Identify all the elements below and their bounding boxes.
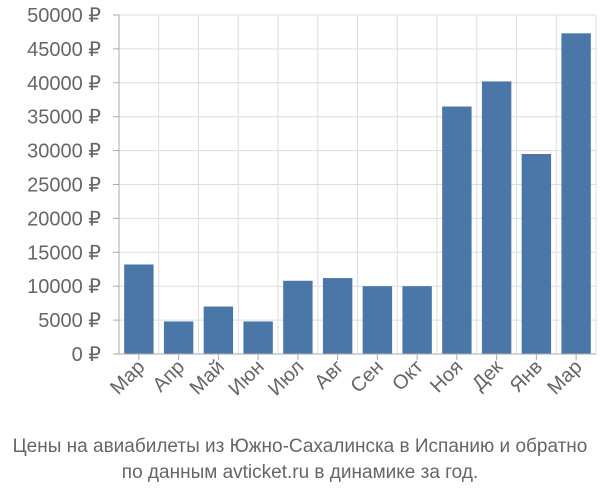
y-tick-label: 40000 ₽ xyxy=(27,73,101,95)
y-tick-label: 35000 ₽ xyxy=(27,107,101,129)
x-tick-label: Мар xyxy=(106,356,149,399)
x-tick-label: Авг xyxy=(310,356,348,394)
x-tick-label: Дек xyxy=(468,356,507,395)
bar xyxy=(521,153,552,354)
x-tick-label: Июн xyxy=(225,356,269,400)
bars xyxy=(124,33,591,354)
y-tick-label: 5000 ₽ xyxy=(38,310,101,332)
axes xyxy=(113,14,596,360)
bar xyxy=(203,306,234,354)
x-tick-label: Мар xyxy=(543,356,586,399)
x-tick-label: Апр xyxy=(149,356,190,397)
y-tick-label: 25000 ₽ xyxy=(27,175,101,197)
y-tick-label: 15000 ₽ xyxy=(27,242,101,264)
y-tick-label: 10000 ₽ xyxy=(27,276,101,298)
chart-caption-line-1: Цены на авиабилеты из Южно-Сахалинска в … xyxy=(12,436,588,457)
y-tick-labels: 0 ₽ 5000 ₽ 10000 ₽ 15000 ₽ 20000 ₽ 25000 ₽ 300… xyxy=(27,5,101,366)
bar xyxy=(362,286,393,354)
x-tick-label: Янв xyxy=(506,356,547,397)
bar-chart: 0 ₽ 5000 ₽ 10000 ₽ 15000 ₽ 20000 ₽ 25000 ₽ 300… xyxy=(27,5,597,400)
x-tick-label: Май xyxy=(186,356,229,399)
bar xyxy=(561,33,591,354)
y-tick-label: 30000 ₽ xyxy=(27,141,101,163)
bar xyxy=(283,280,313,354)
bar xyxy=(481,81,512,354)
y-tick-label: 45000 ₽ xyxy=(27,39,101,61)
bar xyxy=(442,106,472,354)
chart-caption-line-2: по данным avticket.ru в динамике за год. xyxy=(121,462,479,483)
x-tick-label: Окт xyxy=(388,356,427,395)
x-tick-label: Июл xyxy=(264,356,308,400)
y-tick-label: 20000 ₽ xyxy=(27,208,101,230)
y-tick-label: 50000 ₽ xyxy=(27,5,101,27)
y-tick-label: 0 ₽ xyxy=(72,344,102,366)
bar xyxy=(402,286,432,354)
x-tick-label: Сен xyxy=(346,356,387,397)
bar xyxy=(243,321,273,354)
bar xyxy=(124,264,154,354)
x-tick-label: Ноя xyxy=(426,356,467,397)
bar xyxy=(322,278,353,354)
bar xyxy=(163,321,194,354)
